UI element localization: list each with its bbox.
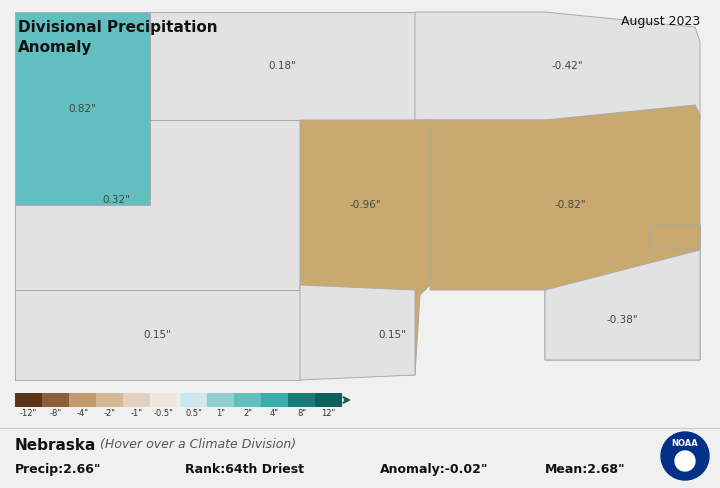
Bar (42, 393, 69, 407)
Text: -0.42": -0.42" (552, 61, 583, 71)
Polygon shape (415, 12, 700, 120)
Text: Anomaly: Anomaly (18, 40, 92, 55)
Polygon shape (300, 285, 415, 380)
Text: Precip:2.66": Precip:2.66" (15, 463, 102, 476)
Text: 4": 4" (270, 409, 279, 418)
Text: 0.15": 0.15" (379, 330, 406, 340)
Circle shape (675, 451, 695, 471)
Text: 8": 8" (297, 409, 306, 418)
Text: 1": 1" (216, 409, 225, 418)
Bar (123, 393, 150, 407)
Text: 0.15": 0.15" (143, 330, 171, 340)
Text: 0.82": 0.82" (68, 103, 96, 114)
Text: -12": -12" (20, 409, 37, 418)
Bar (234, 393, 261, 407)
Text: 2": 2" (243, 409, 252, 418)
Bar (207, 393, 234, 407)
Circle shape (661, 432, 709, 480)
Bar (180, 393, 207, 407)
Bar (261, 393, 288, 407)
Text: Rank:64th Driest: Rank:64th Driest (185, 463, 304, 476)
Bar (15, 393, 42, 407)
Text: August 2023: August 2023 (621, 15, 700, 28)
Polygon shape (15, 290, 300, 380)
Polygon shape (150, 12, 415, 120)
Text: Nebraska: Nebraska (15, 438, 96, 453)
Text: 12": 12" (321, 409, 336, 418)
Text: -4": -4" (76, 409, 89, 418)
Polygon shape (430, 105, 700, 360)
Bar (288, 393, 315, 407)
Text: 0.18": 0.18" (269, 61, 297, 71)
Text: (Hover over a Climate Division): (Hover over a Climate Division) (100, 438, 296, 451)
Text: -0.38": -0.38" (607, 315, 639, 325)
Bar (96, 393, 123, 407)
Text: -0.96": -0.96" (349, 200, 381, 210)
Text: -8": -8" (50, 409, 62, 418)
Text: Anomaly:-0.02": Anomaly:-0.02" (380, 463, 488, 476)
Text: Divisional Precipitation: Divisional Precipitation (18, 20, 217, 35)
Text: NOAA: NOAA (672, 440, 698, 448)
Text: Mean:2.68": Mean:2.68" (545, 463, 626, 476)
Text: -2": -2" (104, 409, 115, 418)
Text: 0.5": 0.5" (185, 409, 202, 418)
Text: -0.82": -0.82" (554, 200, 586, 210)
Bar (69, 393, 96, 407)
Bar (315, 393, 342, 407)
Polygon shape (300, 120, 430, 375)
Bar (150, 393, 177, 407)
Polygon shape (15, 120, 300, 380)
Text: -0.5": -0.5" (153, 409, 174, 418)
Text: -1": -1" (130, 409, 143, 418)
Text: 0.32": 0.32" (103, 195, 130, 205)
Polygon shape (15, 12, 150, 205)
Polygon shape (545, 250, 700, 360)
